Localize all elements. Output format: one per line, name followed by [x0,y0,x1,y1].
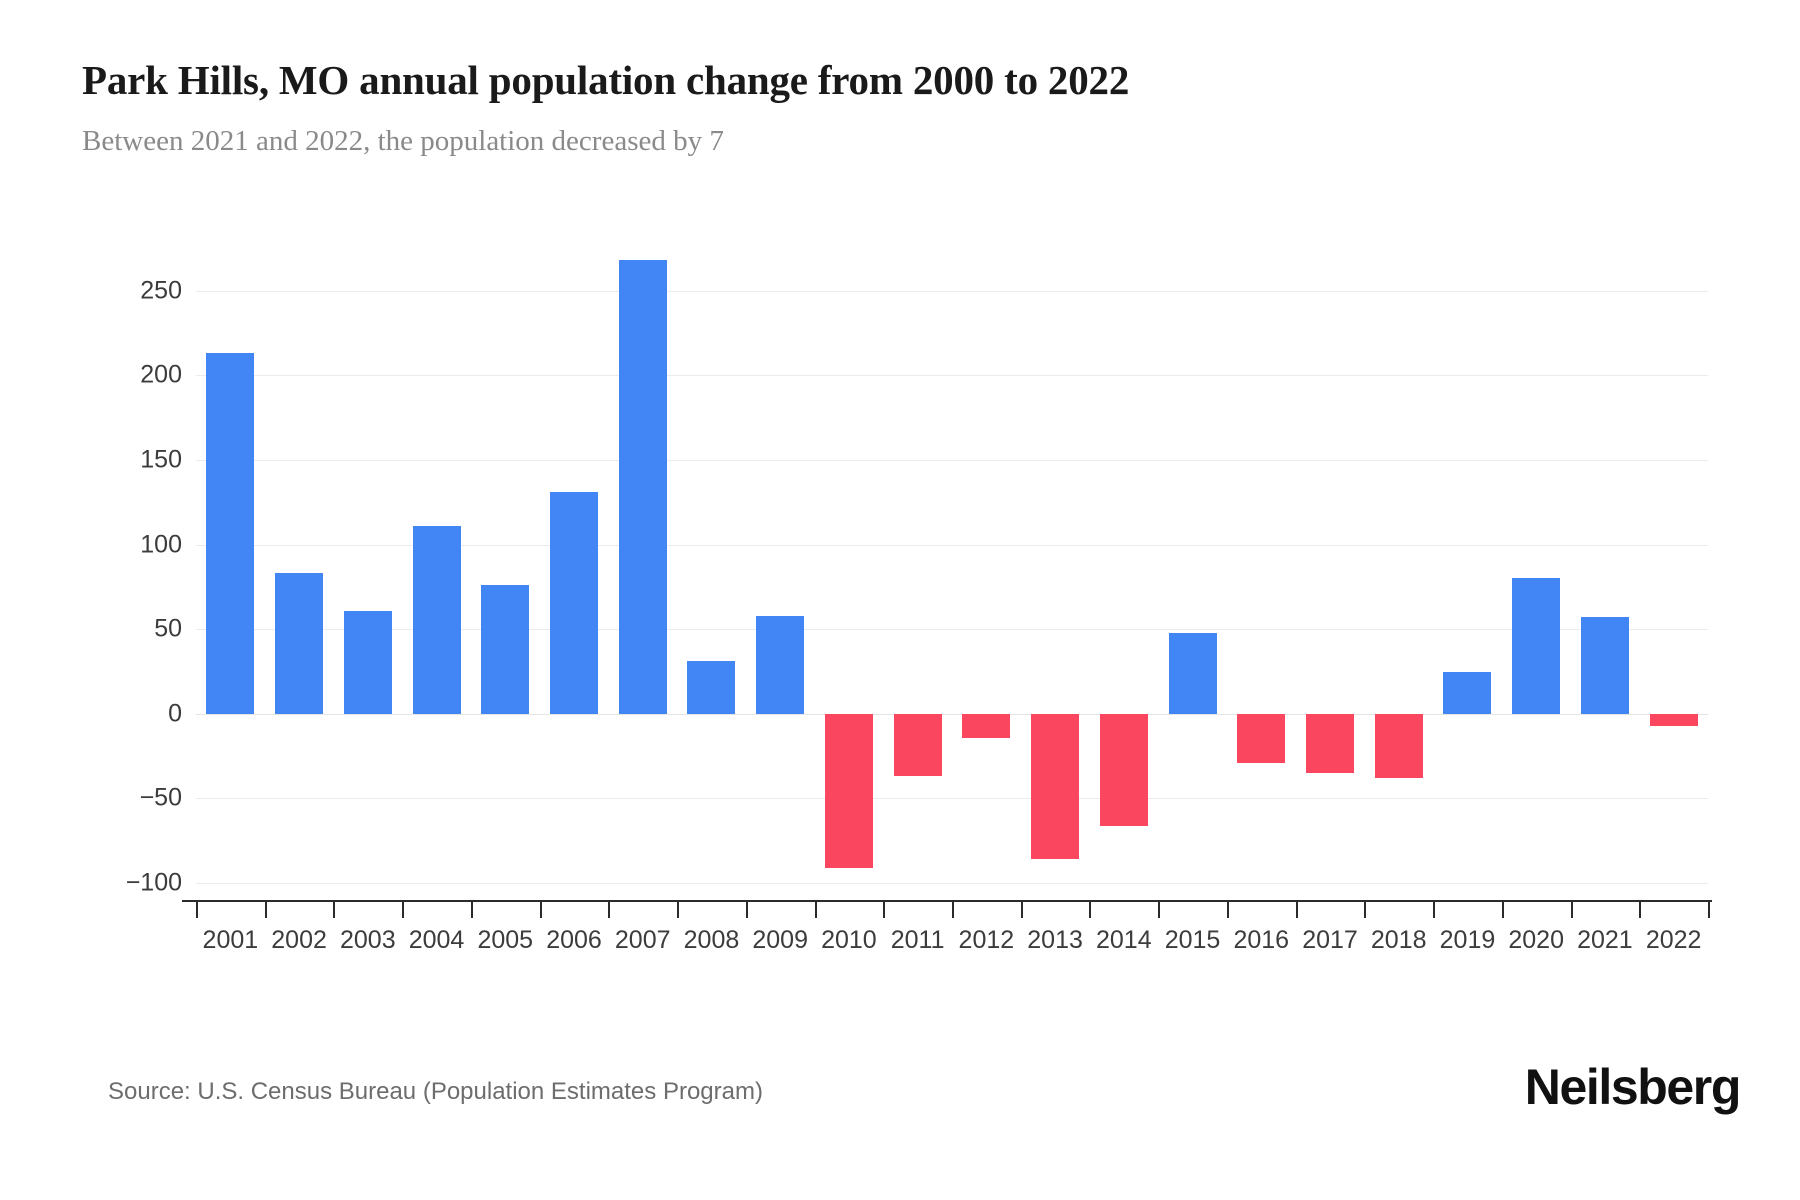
bar-2020[interactable] [1512,578,1561,714]
x-tick-label: 2013 [1027,926,1083,954]
chart-gridlines [196,240,1708,900]
bar-2014[interactable] [1099,713,1148,826]
gridline [196,883,1708,885]
y-tick-label: 150 [140,445,182,474]
x-tick [1639,900,1642,918]
x-tick-label: 2014 [1096,926,1152,954]
x-tick [539,900,542,918]
x-tick [952,900,954,918]
x-tick [264,900,267,918]
x-tick-label: 2011 [890,926,945,954]
x-tick [1570,900,1573,918]
x-tick-label: 2010 [821,926,877,954]
bar-2022[interactable] [1649,713,1698,726]
x-tick [1089,900,1092,918]
bar-2001[interactable] [206,353,255,714]
x-tick-label: 2009 [752,926,808,954]
x-tick [1708,900,1710,918]
x-tick-label: 2004 [408,926,465,954]
x-tick [1158,900,1161,918]
bar-2003[interactable] [343,610,392,714]
y-tick-label: 250 [140,276,182,305]
x-tick-label: 2015 [1164,926,1221,954]
chart-header: Park Hills, MO annual population change … [82,55,1722,161]
bar-2002[interactable] [275,573,324,714]
x-tick [1020,900,1023,918]
x-tick-label: 2008 [683,926,740,954]
y-tick-label: 200 [140,360,182,389]
gridline [196,713,1708,715]
neilsberg-logo: Neilsberg [1524,1059,1742,1115]
gridline [196,629,1708,631]
x-tick-label: 2002 [271,926,327,954]
bar-2018[interactable] [1374,713,1423,779]
bar-2004[interactable] [412,526,461,714]
x-tick-label: 2007 [614,926,671,954]
x-tick-label: 2003 [340,926,396,954]
x-tick [470,900,473,918]
x-axis-ticks [196,900,1710,920]
x-tick-label: 2017 [1302,926,1358,954]
x-tick [677,900,680,918]
x-tick [1501,900,1504,918]
bar-2013[interactable] [1031,713,1080,860]
y-axis-labels: 250 200 150 100 50 0 −50 −100 [0,240,182,900]
x-tick-label: 2005 [477,926,534,954]
gridline [196,375,1708,377]
x-axis-labels: 2001 2002 2003 2004 2005 2006 2007 2008 2009 2010… [196,926,1708,966]
bar-series [196,240,1708,900]
x-tick-label: 2019 [1439,926,1496,954]
x-tick-label: 2012 [958,926,1015,954]
bar-2009[interactable] [756,615,805,714]
y-tick-label: −50 [139,783,182,812]
page-title: Park Hills, MO annual population change … [82,57,1130,103]
x-tick [1295,900,1298,918]
x-tick-label: 2021 [1577,926,1633,954]
x-tick [196,900,198,918]
bar-2012[interactable] [962,713,1011,738]
y-tick-label: 50 [154,614,182,643]
bar-2008[interactable] [687,661,736,714]
bar-2010[interactable] [824,713,873,868]
x-tick-label: 2001 [202,926,259,954]
bar-2019[interactable] [1443,671,1492,714]
x-tick [608,900,611,918]
x-tick-label: 2018 [1370,926,1427,954]
chart-plot-area: 250 200 150 100 50 0 −50 −100 2001 2002 2003 2004 2… [0,240,1800,1000]
x-tick [1433,900,1436,918]
y-tick-label: −100 [125,868,182,897]
gridline [196,544,1708,546]
x-tick-label: 2016 [1233,926,1290,954]
bar-2017[interactable] [1306,713,1354,774]
x-tick [745,900,748,918]
gridline [196,290,1708,292]
bar-2007[interactable] [618,260,667,714]
bar-2021[interactable] [1580,617,1629,714]
chart-subtitle: Between 2021 and 2022, the population de… [82,125,724,157]
bar-2006[interactable] [550,492,598,714]
bar-2011[interactable] [893,713,942,777]
gridline [196,798,1708,800]
gridline [196,460,1708,461]
x-tick-label: 2022 [1645,926,1702,954]
x-tick [1226,900,1229,918]
x-tick [1364,900,1367,918]
x-axis-line [182,900,1712,902]
bar-2016[interactable] [1237,713,1286,763]
x-tick [814,900,817,918]
bar-2005[interactable] [481,585,530,714]
source-caption: Source: U.S. Census Bureau (Population E… [108,1078,763,1105]
x-tick [333,900,336,918]
y-tick-label: 100 [140,530,182,559]
y-tick-label: 0 [168,699,182,728]
bar-2015[interactable] [1168,632,1217,714]
x-tick-label: 2020 [1508,926,1564,954]
x-tick [402,900,405,918]
x-tick-label: 2006 [546,926,602,954]
x-tick [883,900,886,918]
